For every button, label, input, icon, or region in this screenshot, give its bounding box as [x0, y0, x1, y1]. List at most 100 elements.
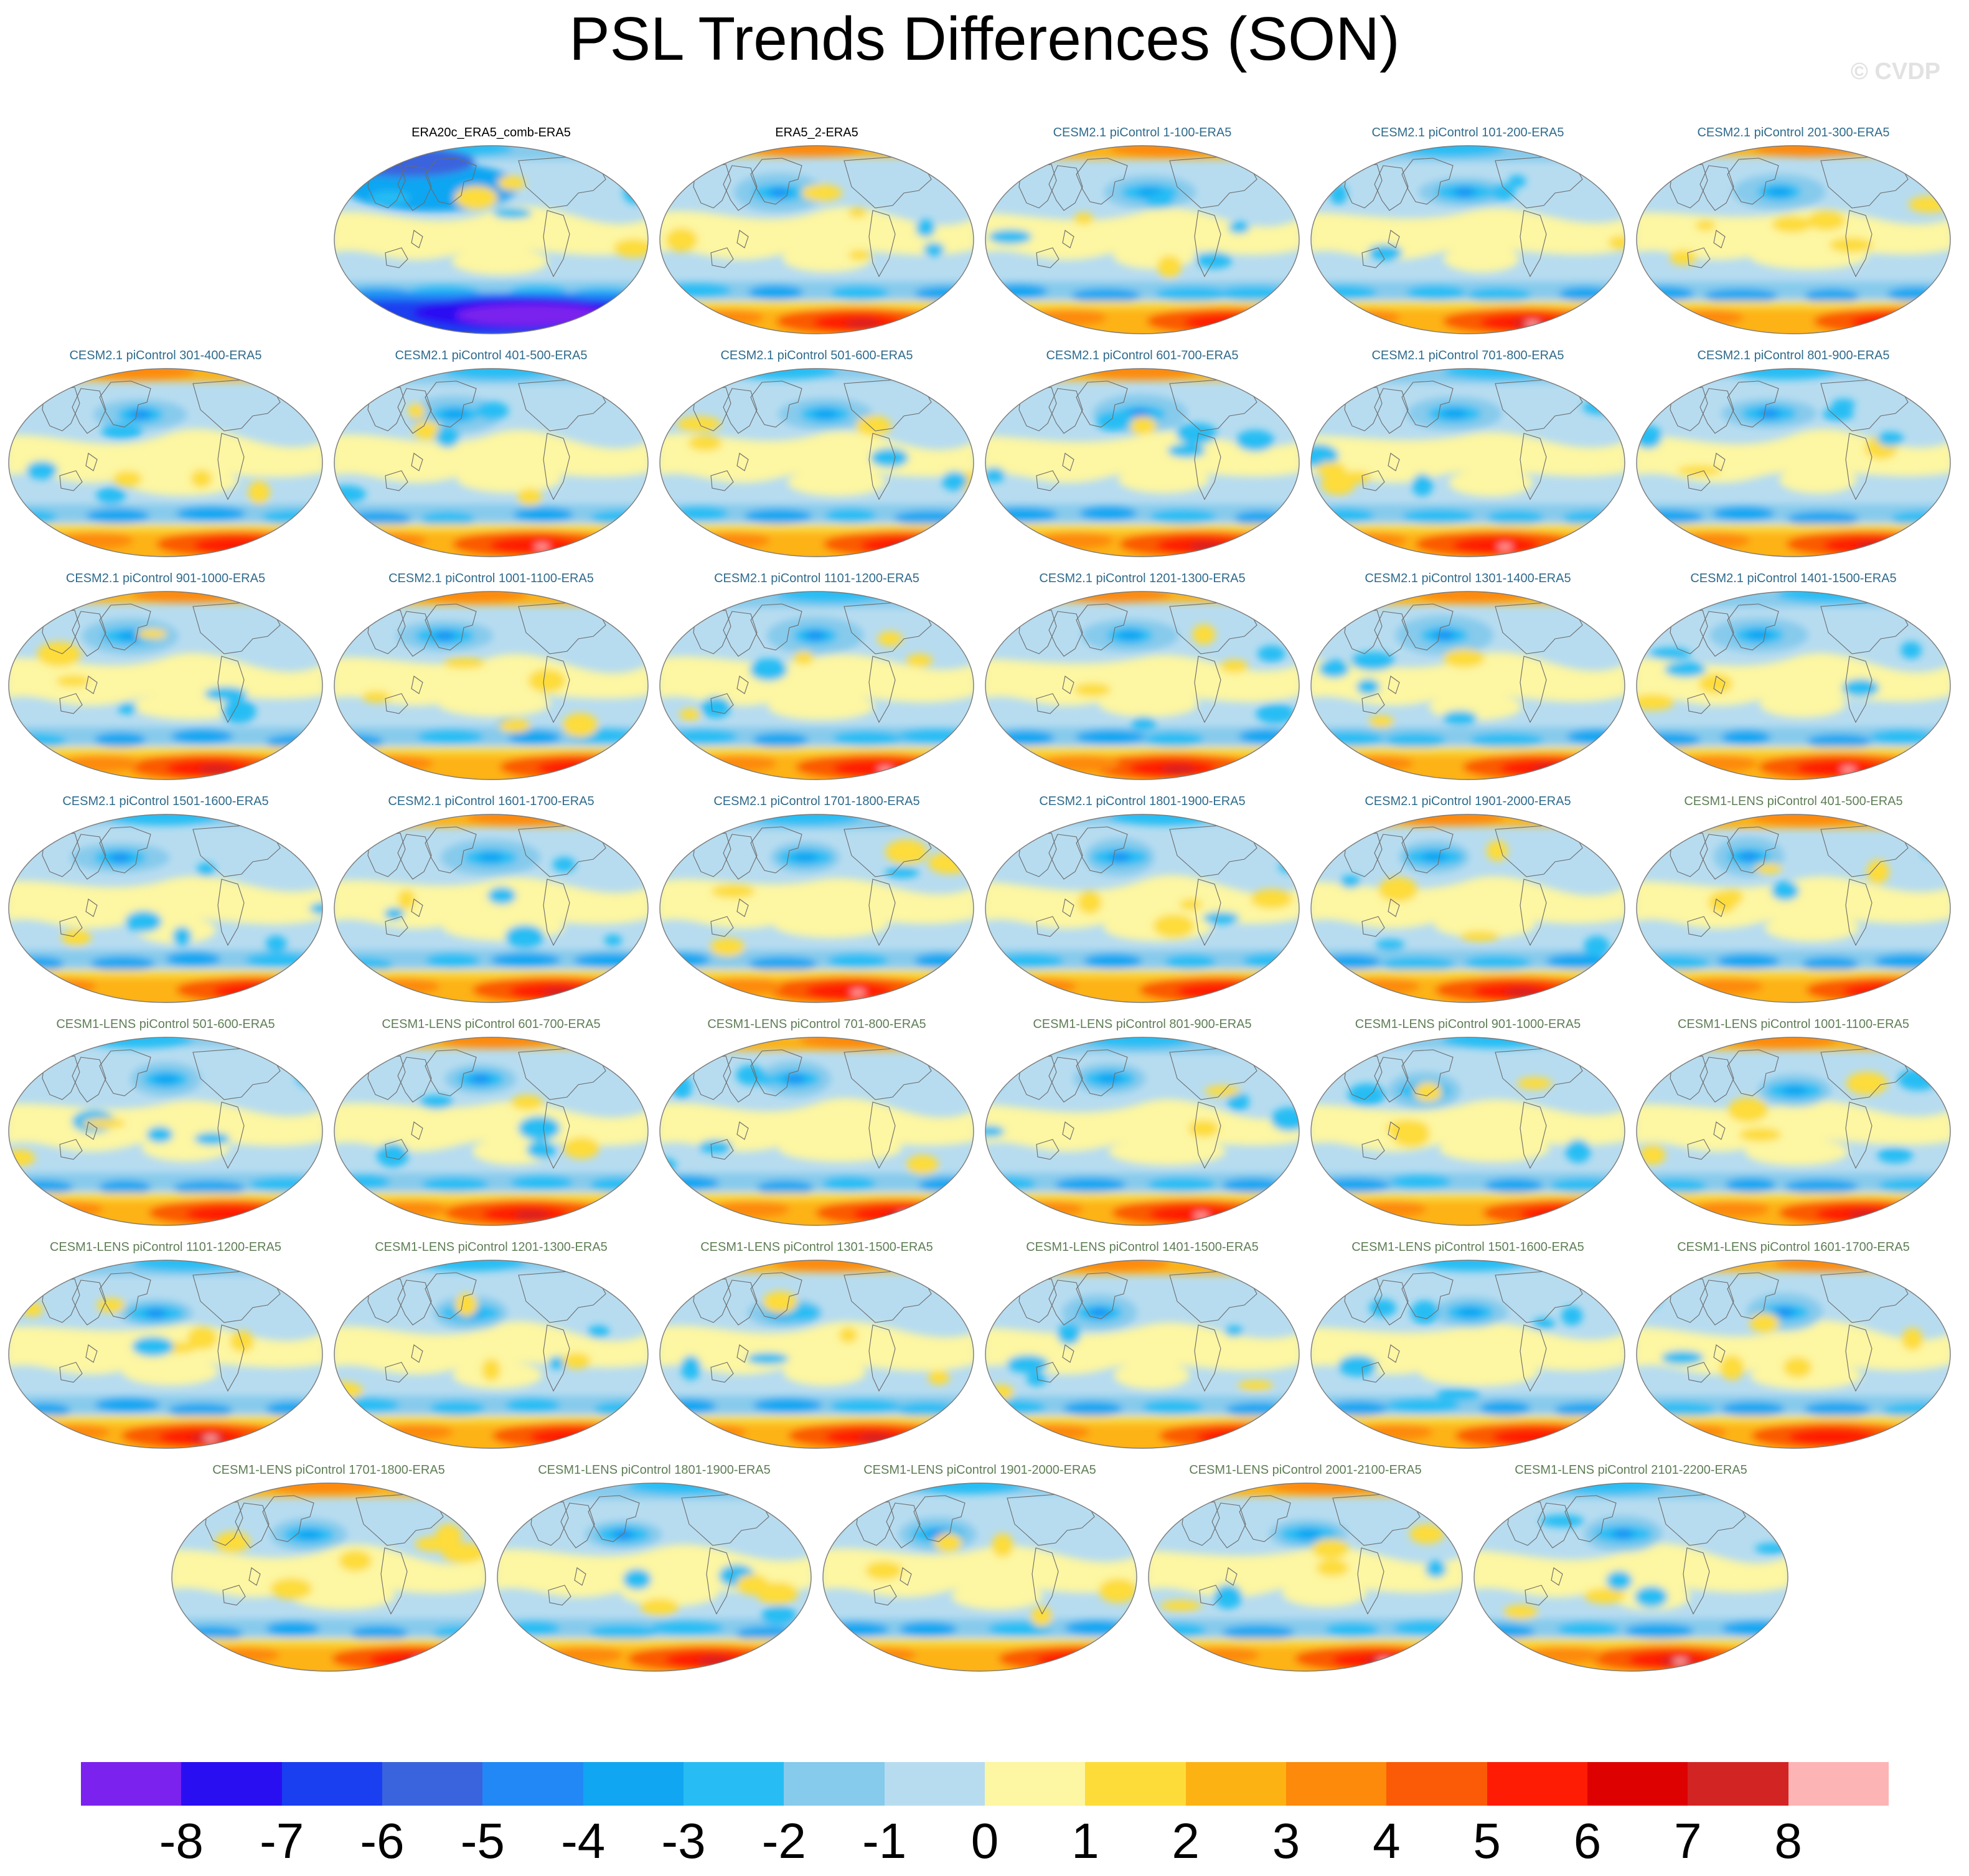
panel-title: CESM2.1 piControl 701-800-ERA5	[1371, 349, 1564, 362]
colorbar-tick-label: -6	[360, 1813, 405, 1869]
colorbar-box	[281, 1762, 382, 1806]
map-panel: CESM1-LENS piControl 801-900-ERA5	[983, 1016, 1302, 1239]
map-panel: CESM1-LENS piControl 1601-1700-ERA5	[1634, 1239, 1953, 1462]
panel-title: ERA20c_ERA5_comb-ERA5	[411, 126, 571, 139]
panel-map	[1473, 1482, 1788, 1672]
colorbar-tick-label: 6	[1573, 1813, 1602, 1869]
colorbar: -8 -7 -6 -5 -4 -3 -2 -1 0 1 2 3 4 5 6 7 8	[0, 1762, 1969, 1874]
colorbar-boxes	[81, 1762, 1889, 1806]
colorbar-tick-label: -3	[661, 1813, 706, 1869]
panel-map	[1636, 145, 1951, 334]
map-panel: CESM2.1 piControl 401-500-ERA5	[332, 347, 651, 570]
map-panel: CESM1-LENS piControl 1101-1200-ERA5	[6, 1239, 325, 1462]
map-panel: CESM1-LENS piControl 601-700-ERA5	[332, 1016, 651, 1239]
colorbar-box	[884, 1762, 985, 1806]
colorbar-box	[1487, 1762, 1587, 1806]
panel-title: CESM1-LENS piControl 1001-1100-ERA5	[1677, 1017, 1910, 1031]
map-panel: ERA20c_ERA5_comb-ERA5	[332, 125, 651, 347]
map-panel: CESM2.1 piControl 301-400-ERA5	[6, 347, 325, 570]
map-panel: CESM2.1 piControl 1-100-ERA5	[983, 125, 1302, 347]
panel-title: CESM2.1 piControl 1201-1300-ERA5	[1039, 572, 1246, 585]
chart-title: PSL Trends Differences (SON)	[569, 4, 1400, 73]
map-panel: CESM2.1 piControl 801-900-ERA5	[1634, 347, 1953, 570]
panel-title: CESM1-LENS piControl 801-900-ERA5	[1033, 1017, 1252, 1031]
panel-title: CESM1-LENS piControl 401-500-ERA5	[1684, 794, 1903, 808]
panel-map	[497, 1482, 812, 1672]
colorbar-box	[1788, 1762, 1889, 1806]
map-panel: CESM2.1 piControl 1301-1400-ERA5	[1309, 570, 1627, 793]
panel-title: CESM2.1 piControl 301-400-ERA5	[69, 349, 262, 362]
panel-map	[8, 368, 323, 557]
panel-title: CESM2.1 piControl 1-100-ERA5	[1053, 126, 1232, 139]
colorbar-box	[784, 1762, 885, 1806]
panel-map	[1310, 591, 1625, 780]
panel-map	[1636, 1037, 1951, 1226]
map-panel: CESM1-LENS piControl 901-1000-ERA5	[1309, 1016, 1627, 1239]
colorbar-tick-label: 0	[970, 1813, 999, 1869]
panel-map	[171, 1482, 486, 1672]
map-panel: CESM2.1 piControl 601-700-ERA5	[983, 347, 1302, 570]
colorbar-box	[1386, 1762, 1487, 1806]
panel-title: CESM2.1 piControl 1101-1200-ERA5	[714, 572, 919, 585]
map-panel: CESM2.1 piControl 1701-1800-ERA5	[657, 793, 976, 1016]
map-panel: CESM1-LENS piControl 1401-1500-ERA5	[983, 1239, 1302, 1462]
panel-map	[659, 1037, 974, 1226]
colorbar-box	[1085, 1762, 1186, 1806]
map-panel: CESM1-LENS piControl 1901-2000-ERA5	[820, 1462, 1139, 1685]
panel-map	[8, 591, 323, 780]
panel-title: CESM1-LENS piControl 1401-1500-ERA5	[1026, 1240, 1259, 1254]
map-panel: CESM2.1 piControl 1401-1500-ERA5	[1634, 570, 1953, 793]
map-panel: CESM1-LENS piControl 401-500-ERA5	[1634, 793, 1953, 1016]
panel-title: ERA5_2-ERA5	[775, 126, 858, 139]
colorbar-box	[81, 1762, 182, 1806]
panel-map	[334, 1037, 649, 1226]
panel-map	[985, 1037, 1300, 1226]
panel-map	[659, 814, 974, 1003]
colorbar-box	[984, 1762, 1086, 1806]
panel-title: CESM2.1 piControl 1401-1500-ERA5	[1690, 572, 1897, 585]
panel-title: CESM1-LENS piControl 901-1000-ERA5	[1355, 1017, 1581, 1031]
colorbar-box	[583, 1762, 684, 1806]
panel-title: CESM1-LENS piControl 2001-2100-ERA5	[1189, 1463, 1422, 1477]
panel-map	[334, 591, 649, 780]
panel-title: CESM1-LENS piControl 1901-2000-ERA5	[863, 1463, 1096, 1477]
map-panel: CESM2.1 piControl 1001-1100-ERA5	[332, 570, 651, 793]
colorbar-box	[1285, 1762, 1387, 1806]
panel-map	[659, 368, 974, 557]
map-panel: CESM2.1 piControl 101-200-ERA5	[1309, 125, 1627, 347]
panel-title: CESM2.1 piControl 201-300-ERA5	[1697, 126, 1890, 139]
map-panel: CESM1-LENS piControl 1301-1500-ERA5	[657, 1239, 976, 1462]
map-panel: CESM1-LENS piControl 1201-1300-ERA5	[332, 1239, 651, 1462]
map-panel: CESM1-LENS piControl 701-800-ERA5	[657, 1016, 976, 1239]
panel-map	[1636, 368, 1951, 557]
panel-map	[985, 145, 1300, 334]
panel-map	[334, 145, 649, 334]
panel-map	[985, 1260, 1300, 1449]
panel-title: CESM2.1 piControl 101-200-ERA5	[1371, 126, 1564, 139]
panel-map	[1310, 814, 1625, 1003]
panel-map	[985, 814, 1300, 1003]
colorbar-tick-label: -2	[761, 1813, 806, 1869]
map-panel: CESM1-LENS piControl 1501-1600-ERA5	[1309, 1239, 1627, 1462]
panel-title: CESM1-LENS piControl 1201-1300-ERA5	[375, 1240, 608, 1254]
panel-title: CESM1-LENS piControl 701-800-ERA5	[707, 1017, 926, 1031]
map-panel: CESM2.1 piControl 1801-1900-ERA5	[983, 793, 1302, 1016]
panel-map	[1310, 145, 1625, 334]
panel-title: CESM1-LENS piControl 1601-1700-ERA5	[1677, 1240, 1910, 1254]
panel-map	[8, 1037, 323, 1226]
colorbar-box	[683, 1762, 784, 1806]
panel-map	[985, 591, 1300, 780]
panel-map	[659, 591, 974, 780]
panel-map	[822, 1482, 1137, 1672]
panel-map	[334, 1260, 649, 1449]
panel-title: CESM1-LENS piControl 1301-1500-ERA5	[700, 1240, 933, 1254]
panel-map	[1148, 1482, 1463, 1672]
panel-title: CESM1-LENS piControl 2101-2200-ERA5	[1515, 1463, 1747, 1477]
colorbar-box	[1185, 1762, 1286, 1806]
panel-title: CESM2.1 piControl 901-1000-ERA5	[65, 572, 266, 585]
map-panel: CESM1-LENS piControl 1001-1100-ERA5	[1634, 1016, 1953, 1239]
map-panel: CESM2.1 piControl 901-1000-ERA5	[6, 570, 325, 793]
panel-map	[985, 368, 1300, 557]
colorbar-tick-label: 3	[1272, 1813, 1300, 1869]
panel-title: CESM1-LENS piControl 601-700-ERA5	[382, 1017, 601, 1031]
